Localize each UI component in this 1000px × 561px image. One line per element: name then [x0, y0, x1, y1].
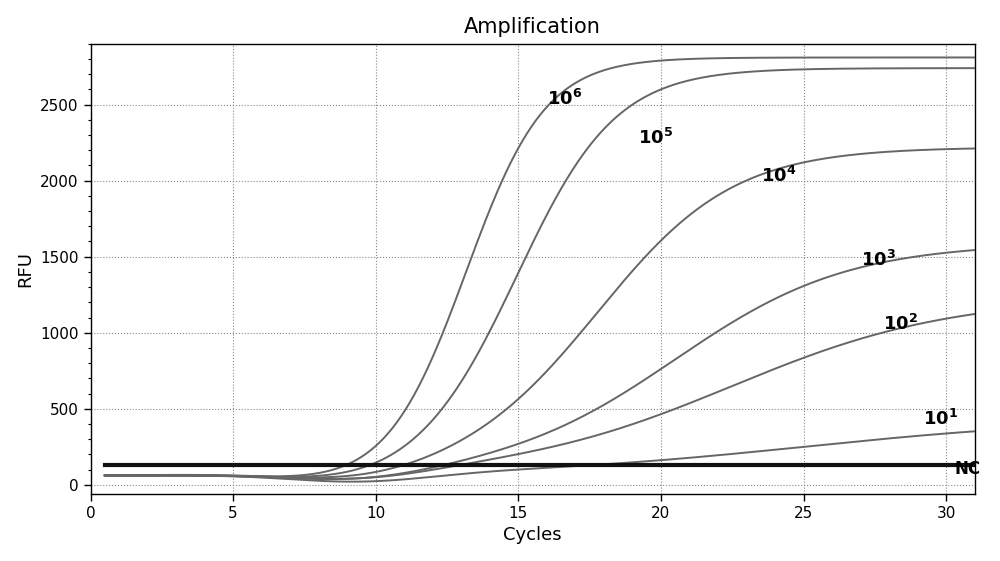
X-axis label: Cycles: Cycles — [503, 526, 562, 544]
Text: $\mathregular{10^{4}}$: $\mathregular{10^{4}}$ — [761, 166, 796, 186]
Text: $\mathregular{10^{1}}$: $\mathregular{10^{1}}$ — [923, 410, 958, 430]
Y-axis label: RFU: RFU — [17, 251, 35, 287]
Text: $\mathregular{10^{6}}$: $\mathregular{10^{6}}$ — [547, 89, 582, 109]
Text: $\mathregular{10^{3}}$: $\mathregular{10^{3}}$ — [861, 250, 896, 270]
Text: NC: NC — [955, 460, 981, 478]
Text: $\mathregular{10^{2}}$: $\mathregular{10^{2}}$ — [883, 314, 918, 334]
Text: $\mathregular{10^{5}}$: $\mathregular{10^{5}}$ — [638, 128, 673, 148]
Title: Amplification: Amplification — [464, 17, 601, 36]
